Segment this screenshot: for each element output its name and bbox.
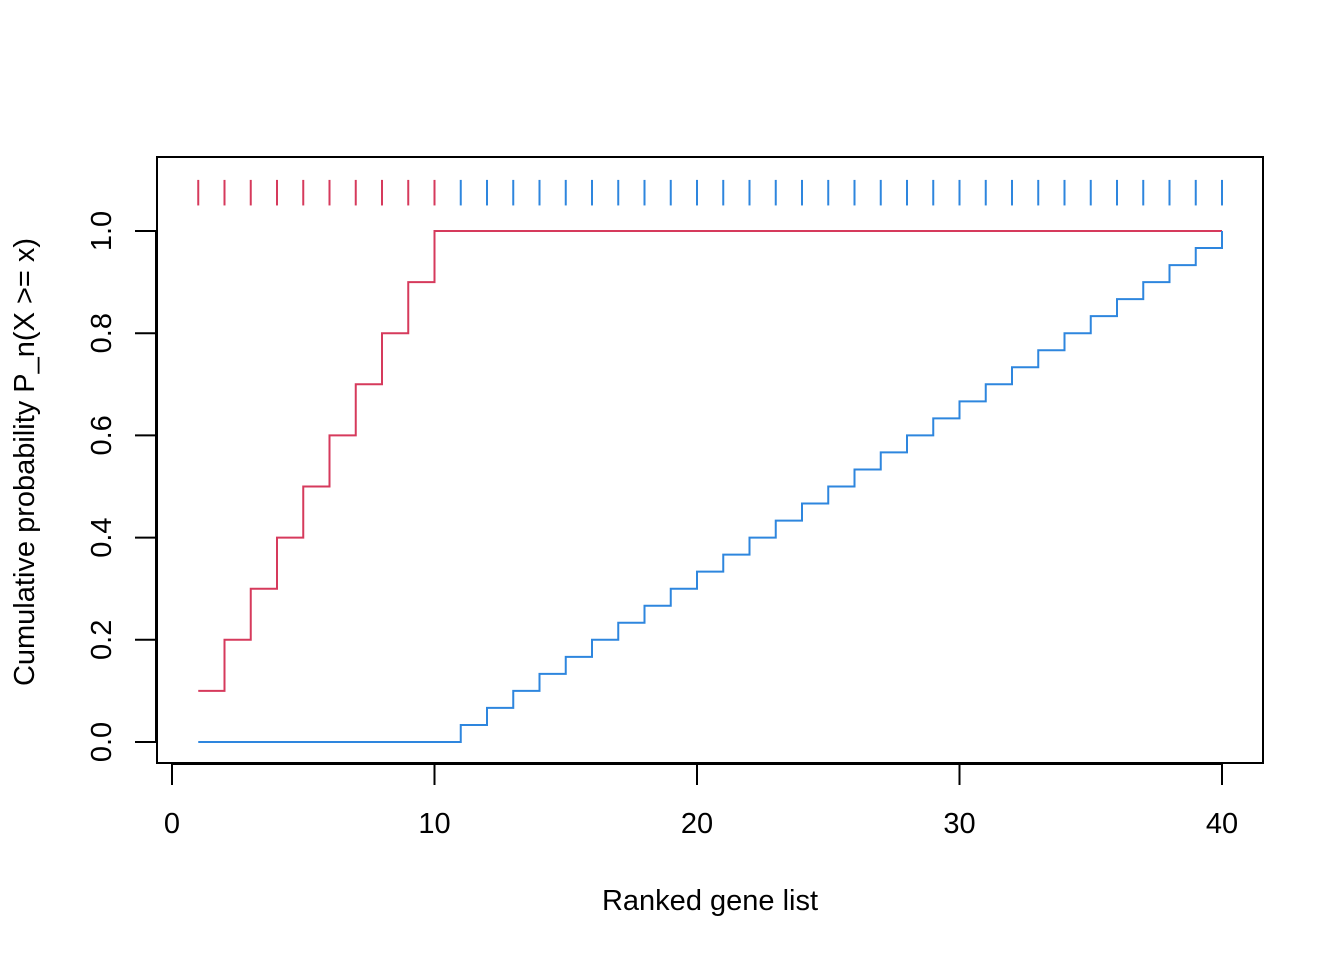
plot-frame [156,156,1264,764]
x-tick-label: 10 [418,808,450,840]
y-tick-label: 0.8 [86,313,118,353]
x-tick-label: 20 [681,808,713,840]
y-axis: 0.0 0.2 0.4 0.6 0.8 1.0 [86,211,157,762]
x-tick-label: 30 [943,808,975,840]
x-tick-label: 0 [164,808,180,840]
y-tick-label: 0.0 [86,722,118,762]
y-tick-label: 0.6 [86,415,118,455]
y-tick-label: 0.4 [86,517,118,557]
series-lines [198,230,1223,743]
y-tick-label: 1.0 [86,211,118,251]
series-line-1 [198,230,1222,692]
x-tick-label: 40 [1206,808,1238,840]
y-tick-label: 0.2 [86,620,118,660]
x-axis: 0 10 20 30 40 [164,763,1238,840]
y-axis-label: Cumulative probability P_n(X >= x) [9,238,41,686]
x-axis-label: Ranked gene list [602,885,818,917]
series-line-2 [198,231,1223,743]
rug-marks [197,179,1223,206]
